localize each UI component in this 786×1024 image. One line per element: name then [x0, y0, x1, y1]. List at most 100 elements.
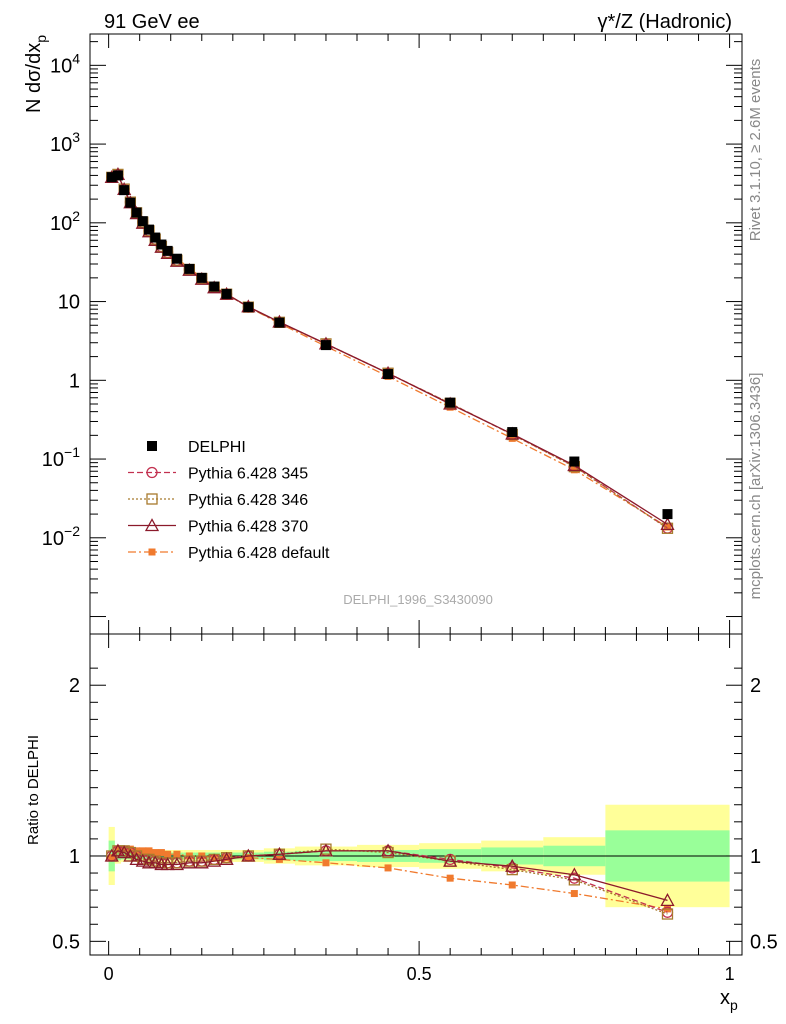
main-point-delphi [196, 272, 207, 283]
ratio-point-p370 [505, 858, 520, 872]
ratio-point-p370 [207, 853, 222, 867]
analysis-watermark: DELPHI_1996_S3430090 [343, 592, 493, 607]
ratio-y-tick-label-right: 2 [750, 675, 761, 697]
main-point-delphi [171, 253, 182, 264]
panel-border [89, 633, 743, 956]
ratio-point-pdef [322, 859, 330, 867]
y-tick-label: 1 [69, 370, 80, 392]
main-point-delphi [106, 172, 117, 183]
ratio-point-p370 [135, 853, 150, 867]
legend-label: Pythia 6.428 345 [188, 466, 308, 483]
main-point-delphi [125, 197, 136, 208]
ratio-point-pdef [151, 849, 159, 857]
legend-item-p370: Pythia 6.428 370 [128, 518, 308, 536]
main-point-p370 [660, 517, 675, 531]
main-point-delphi [156, 239, 167, 250]
ratio-point-p370 [567, 867, 582, 881]
legend-marker [146, 466, 158, 479]
x-tick-label: 0 [104, 964, 114, 984]
panel-border [89, 33, 743, 635]
ratio-point-p370 [443, 853, 458, 867]
ratio-point-p370 [169, 857, 185, 871]
x-tick-label: 0.5 [407, 964, 432, 984]
ratio-point-pdef [108, 854, 116, 862]
main-point-delphi [137, 216, 148, 227]
main-point-delphi [112, 170, 123, 181]
x-axis-label: xp [720, 987, 738, 1013]
ratio-point-p370 [272, 846, 287, 860]
main-panel-frame: 10−2 10−1 1 10 102 103 104 [42, 33, 743, 635]
legend-marker [147, 441, 157, 451]
ratio-point-pdef [139, 847, 147, 855]
ratio-point-p370 [194, 855, 209, 869]
ratio-y-tick-label: 2 [69, 675, 80, 697]
main-point-delphi [143, 224, 154, 235]
main-point-delphi [162, 245, 173, 256]
ratio-y-tick-label: 1 [69, 846, 80, 868]
legend-item-delphi: DELPHI [147, 439, 246, 456]
main-point-delphi [119, 185, 130, 196]
main-point-delphi [569, 456, 580, 467]
ratio-point-p370 [380, 843, 396, 857]
main-point-delphi [221, 288, 232, 299]
main-point-delphi [184, 263, 195, 274]
legend-label: Pythia 6.428 370 [188, 519, 308, 536]
ratio-point-pdef [164, 850, 172, 858]
ratio-y-tick-label-right: 0.5 [750, 931, 778, 953]
main-point-delphi [243, 302, 254, 313]
legend-marker [146, 493, 158, 505]
ratio-point-pdef [173, 850, 181, 858]
ratio-series-p370 [104, 843, 675, 907]
y-tick-label: 102 [50, 208, 80, 235]
y-tick-label: 104 [50, 50, 80, 77]
ratio-point-pdef [570, 890, 578, 898]
ratio-point-p370 [182, 855, 197, 869]
header-left-label: 91 GeV ee [104, 11, 200, 33]
legend-label: Pythia 6.428 346 [188, 492, 308, 509]
ratio-point-pdef [114, 845, 122, 853]
y-tick-label: 10−1 [42, 444, 80, 471]
rivet-version-label: Rivet 3.1.10, ≥ 2.6M events [747, 59, 764, 242]
ratio-point-p370 [241, 848, 256, 862]
ratio-line-p346 [111, 848, 668, 915]
ratio-point-pdef [384, 864, 392, 872]
ratio-point-p370 [318, 843, 334, 857]
mcplots-label: mcplots.cern.ch [arXiv:1306.3436] [747, 373, 764, 600]
main-point-delphi [150, 232, 161, 243]
ratio-point-p370 [219, 852, 234, 866]
main-point-delphi [274, 317, 285, 328]
main-point-pdef [663, 523, 671, 531]
legend-label: DELPHI [188, 439, 246, 456]
main-point-delphi [383, 369, 394, 380]
ratio-point-pdef [446, 874, 454, 882]
main-point-delphi [209, 281, 220, 292]
main-point-delphi [320, 340, 331, 351]
ratio-point-p370 [117, 845, 132, 859]
ratio-point-pdef [508, 881, 516, 889]
legend: DELPHI Pythia 6.428 345 Pythia 6.428 346 Py… [128, 439, 330, 562]
ratio-point-pdef [244, 854, 252, 862]
main-y-axis-label: N dσ/dxp [23, 35, 49, 113]
legend-item-p346: Pythia 6.428 346 [128, 492, 308, 509]
ratio-point-pdef [210, 854, 218, 862]
ratio-point-p370 [160, 857, 175, 871]
main-point-delphi [131, 207, 142, 218]
legend-marker [148, 548, 156, 556]
legend-item-p345: Pythia 6.428 345 [128, 466, 308, 483]
ratio-point-p370 [660, 893, 675, 907]
ratio-y-axis-label: Ratio to DELPHI [25, 735, 42, 845]
ratio-point-p346 [382, 846, 394, 859]
ratio-y-tick-label-right: 1 [750, 846, 761, 868]
main-point-delphi [445, 397, 456, 408]
main-series-delphi [106, 170, 673, 520]
y-tick-label: 10 [58, 292, 80, 314]
ratio-point-p370 [148, 855, 163, 869]
ratio-point-p370 [129, 852, 144, 866]
legend-label: Pythia 6.428 default [188, 545, 330, 562]
x-tick-label: 1 [725, 964, 735, 984]
y-tick-label: 10−2 [42, 523, 80, 550]
ratio-panel-series [104, 843, 675, 920]
main-point-delphi [662, 509, 673, 520]
main-panel-series [104, 167, 675, 534]
